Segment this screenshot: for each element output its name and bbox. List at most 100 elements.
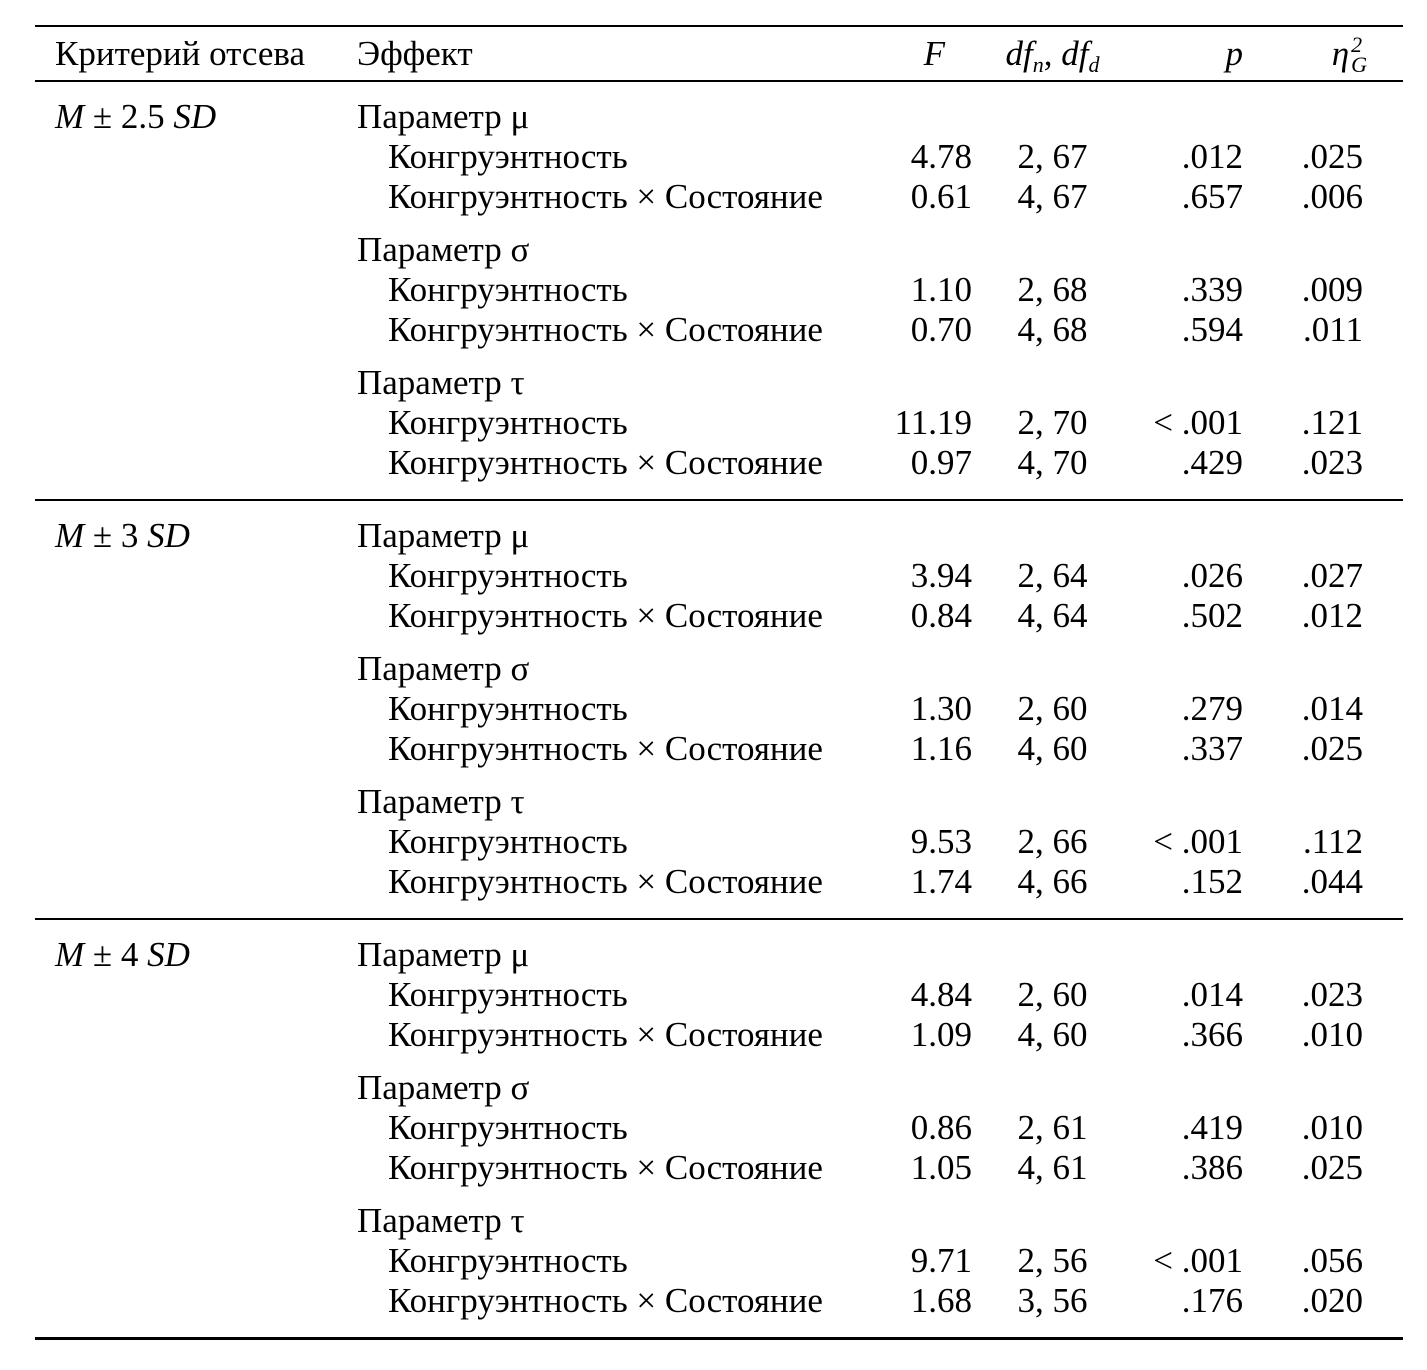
f-value-cell: 1.10 bbox=[910, 270, 972, 309]
df-cell: 2, 64 bbox=[1017, 556, 1088, 595]
df-cell: 4, 68 bbox=[1017, 310, 1088, 349]
eta-value-cell: .010 bbox=[1301, 1108, 1363, 1147]
group-header-row: Параметр τ bbox=[35, 1188, 1403, 1241]
criterion-cell: M ± 3 SD bbox=[35, 500, 357, 556]
df-cell: 2, 60 bbox=[1017, 689, 1088, 728]
table-row: Конгруэнтность × Состояние 1.16 4, 60 .3… bbox=[35, 729, 1403, 769]
empty-cell bbox=[35, 596, 357, 636]
empty-cell bbox=[35, 270, 357, 310]
table-row: Конгруэнтность 9.71 2, 56 < .001 .056 bbox=[35, 1241, 1403, 1281]
group-label: Параметр τ bbox=[357, 363, 525, 402]
eta-value-cell: .027 bbox=[1301, 556, 1363, 595]
group-label: Параметр μ bbox=[357, 97, 530, 136]
eta-value-cell: .044 bbox=[1301, 862, 1363, 901]
f-value-cell: 0.61 bbox=[910, 177, 972, 216]
empty-cell bbox=[35, 1108, 357, 1148]
group-header-row: M ± 3 SD Параметр μ bbox=[35, 500, 1403, 556]
col-header-f: F bbox=[825, 26, 975, 81]
df-cell: 4, 61 bbox=[1017, 1148, 1088, 1187]
f-value-cell: 11.19 bbox=[894, 403, 972, 442]
p-value-cell: .337 bbox=[1181, 729, 1243, 768]
f-value-cell: 9.71 bbox=[910, 1241, 972, 1280]
f-value-cell: 1.16 bbox=[910, 729, 972, 768]
eta-value-cell: .009 bbox=[1301, 270, 1363, 309]
effect-cell: Конгруэнтность bbox=[388, 689, 628, 728]
empty-cell bbox=[35, 1188, 357, 1241]
df-cell: 2, 56 bbox=[1017, 1241, 1088, 1280]
effect-cell: Конгруэнтность × Состояние bbox=[388, 729, 823, 768]
group-header-row: Параметр σ bbox=[35, 1055, 1403, 1108]
col-header-df: dfn, dfd bbox=[1005, 33, 1100, 77]
empty-cell bbox=[35, 350, 357, 403]
table-row: Конгруэнтность × Состояние 0.61 4, 67 .6… bbox=[35, 177, 1403, 217]
df-cell: 2, 70 bbox=[1017, 403, 1088, 442]
table-row: Конгруэнтность × Состояние 1.09 4, 60 .3… bbox=[35, 1015, 1403, 1055]
empty-cell bbox=[35, 729, 357, 769]
table-row: Конгруэнтность 11.19 2, 70 < .001 .121 bbox=[35, 403, 1403, 443]
table-row: Конгруэнтность × Состояние 1.05 4, 61 .3… bbox=[35, 1148, 1403, 1188]
df-cell: 2, 67 bbox=[1017, 137, 1088, 176]
effect-cell: Конгруэнтность × Состояние bbox=[388, 1148, 823, 1187]
empty-cell bbox=[35, 769, 357, 822]
p-value-cell: < .001 bbox=[1153, 1241, 1243, 1280]
df-cell: 4, 60 bbox=[1017, 1015, 1088, 1054]
p-value-cell: .502 bbox=[1181, 596, 1243, 635]
f-value-cell: 1.30 bbox=[910, 689, 972, 728]
empty-cell bbox=[35, 217, 357, 270]
table-row: Конгруэнтность × Состояние 0.97 4, 70 .4… bbox=[35, 443, 1403, 500]
empty-cell bbox=[35, 443, 357, 500]
f-value-cell: 1.09 bbox=[910, 1015, 972, 1054]
empty-cell bbox=[35, 636, 357, 689]
table-row: Конгруэнтность 3.94 2, 64 .026 .027 bbox=[35, 556, 1403, 596]
group-label: Параметр μ bbox=[357, 516, 530, 555]
empty-cell bbox=[35, 689, 357, 729]
table-row: Конгруэнтность 1.10 2, 68 .339 .009 bbox=[35, 270, 1403, 310]
eta-value-cell: .006 bbox=[1301, 177, 1363, 216]
effect-cell: Конгруэнтность × Состояние bbox=[388, 862, 823, 901]
criterion-label: M ± 2.5 SD bbox=[55, 97, 217, 136]
effect-cell: Конгруэнтность bbox=[388, 403, 628, 442]
f-value-cell: 0.70 bbox=[910, 310, 972, 349]
effect-cell: Конгруэнтность bbox=[388, 1241, 628, 1280]
effect-cell: Конгруэнтность bbox=[388, 822, 628, 861]
group-header-row: Параметр σ bbox=[35, 217, 1403, 270]
f-value-cell: 1.74 bbox=[910, 862, 972, 901]
f-value-cell: 3.94 bbox=[910, 556, 972, 595]
criterion-label: M ± 4 SD bbox=[55, 935, 190, 974]
eta-value-cell: .025 bbox=[1301, 729, 1363, 768]
eta-value-cell: .025 bbox=[1301, 137, 1363, 176]
effect-cell: Конгруэнтность bbox=[388, 1108, 628, 1147]
group-label: Параметр μ bbox=[357, 935, 530, 974]
eta-value-cell: .020 bbox=[1301, 1281, 1363, 1320]
group-header-row: Параметр τ bbox=[35, 350, 1403, 403]
empty-cell bbox=[35, 1148, 357, 1188]
df-cell: 4, 66 bbox=[1017, 862, 1088, 901]
eta-value-cell: .011 bbox=[1303, 310, 1363, 349]
p-value-cell: .657 bbox=[1181, 177, 1243, 216]
effect-cell: Конгруэнтность × Состояние bbox=[388, 596, 823, 635]
empty-cell bbox=[35, 822, 357, 862]
empty-cell bbox=[35, 1281, 357, 1339]
df-cell: 2, 66 bbox=[1017, 822, 1088, 861]
effect-cell: Конгруэнтность × Состояние bbox=[388, 310, 823, 349]
table-row: Конгруэнтность 9.53 2, 66 < .001 .112 bbox=[35, 822, 1403, 862]
empty-cell bbox=[35, 137, 357, 177]
df-cell: 4, 67 bbox=[1017, 177, 1088, 216]
criterion-block: M ± 3 SD Параметр μ Конгруэнтность 3.94 … bbox=[35, 500, 1403, 919]
table-row: Конгруэнтность 4.78 2, 67 .012 .025 bbox=[35, 137, 1403, 177]
empty-cell bbox=[35, 310, 357, 350]
criterion-block: M ± 2.5 SD Параметр μ Конгруэнтность 4.7… bbox=[35, 81, 1403, 500]
empty-cell bbox=[35, 862, 357, 919]
df-cell: 4, 60 bbox=[1017, 729, 1088, 768]
criterion-cell: M ± 4 SD bbox=[35, 919, 357, 975]
p-value-cell: < .001 bbox=[1153, 822, 1243, 861]
f-value-cell: 4.78 bbox=[910, 137, 972, 176]
eta-value-cell: .112 bbox=[1303, 822, 1363, 861]
empty-cell bbox=[35, 1055, 357, 1108]
f-value-cell: 9.53 bbox=[910, 822, 972, 861]
